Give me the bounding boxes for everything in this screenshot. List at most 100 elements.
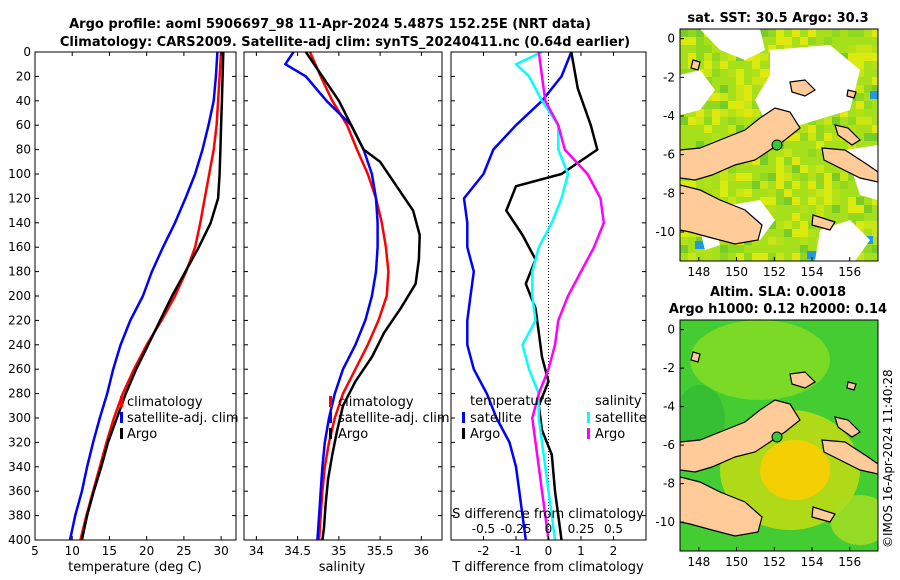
sst-cell	[776, 149, 784, 157]
sst-cell	[760, 253, 768, 261]
argo-float-location	[771, 139, 783, 151]
y-tick-label: 200	[8, 289, 31, 303]
sst-cell	[824, 197, 832, 205]
sst-cell	[808, 229, 816, 237]
sst-cell	[704, 61, 712, 69]
sst-cell	[784, 157, 792, 165]
sst-cell	[712, 117, 720, 125]
sst-cell	[824, 181, 832, 189]
sst-cell	[872, 77, 878, 85]
sst-cell	[736, 125, 744, 133]
map-x-tick-label: 148	[687, 265, 710, 279]
y-tick-label: 220	[8, 313, 31, 327]
sst-cell	[768, 237, 776, 245]
temperature-axes-frame	[34, 51, 237, 541]
sst-cell	[800, 229, 808, 237]
sst-cell	[736, 101, 744, 109]
sst-cell	[856, 53, 864, 61]
land-mass	[680, 399, 801, 473]
sst-cell	[760, 157, 768, 165]
sst-cell	[752, 181, 760, 189]
sst-cell	[776, 157, 784, 165]
sst-cell	[736, 85, 744, 93]
map-x-tick-label: 156	[838, 265, 861, 279]
sst-cell	[712, 69, 720, 77]
legend-label-salinity-argo: Argo	[595, 427, 625, 442]
sst-cell	[728, 173, 736, 181]
sst-cell	[824, 117, 832, 125]
sst-cold-cell	[695, 241, 705, 249]
sst-cell	[688, 253, 696, 261]
sst-cell	[736, 173, 744, 181]
map-y-tick-label: -6	[663, 148, 675, 162]
sst-cell	[792, 213, 800, 221]
map-y-tick-label: -8	[663, 477, 675, 491]
map-x-tick-label: 150	[725, 265, 748, 279]
salinity-legend: climatology satellite-adj. clim Argo	[329, 395, 450, 442]
sst-cell	[760, 181, 768, 189]
y-tick-label: 60	[16, 118, 31, 132]
x-tick-label: 10	[65, 544, 80, 558]
sst-cell	[768, 173, 776, 181]
sst-cell	[704, 253, 712, 261]
sst-cell	[760, 29, 768, 37]
sst-cell	[864, 29, 872, 37]
x-tick-label: 2	[610, 544, 618, 558]
legend-label-temperature-argo: Argo	[470, 427, 500, 442]
sst-cell	[736, 93, 744, 101]
sst-cell	[808, 189, 816, 197]
sst-cell	[728, 101, 736, 109]
map-y-tick-label: -2	[663, 361, 675, 375]
sst-cell	[800, 173, 808, 181]
sst-cell	[696, 53, 704, 61]
sst-cell	[744, 173, 752, 181]
legend-marker-salinity-satellite	[587, 412, 590, 423]
sst-cell	[704, 125, 712, 133]
sst-cell	[856, 101, 864, 109]
sst-cell	[752, 253, 760, 261]
sla-land	[680, 351, 878, 537]
sst-cell	[856, 45, 864, 53]
sst-cell	[720, 181, 728, 189]
x-tick-label: 5	[31, 544, 39, 558]
land-mass	[821, 147, 878, 183]
sst-cell	[720, 253, 728, 261]
sst-cell	[704, 117, 712, 125]
sst-cell	[760, 173, 768, 181]
sst-cell	[784, 197, 792, 205]
y-tick-label: 360	[8, 484, 31, 498]
map-x-tick-label: 150	[725, 555, 748, 569]
sst-cell	[712, 109, 720, 117]
sst-cell	[800, 237, 808, 245]
sst-cold-cell	[807, 251, 817, 259]
legend-heading-temperature: temperature	[470, 394, 552, 409]
legend-heading-salinity: salinity	[595, 394, 642, 409]
y-tick-label: 240	[8, 338, 31, 352]
legend-label-argo: Argo	[338, 427, 368, 442]
sst-cell	[728, 197, 736, 205]
sst-cell	[872, 53, 878, 61]
y-tick-label: 160	[8, 240, 31, 254]
sst-cell	[744, 189, 752, 197]
sst-cell	[792, 253, 800, 261]
series-line-climatology	[308, 52, 390, 540]
sst-cell	[720, 61, 728, 69]
sst-cell	[864, 133, 872, 141]
sla-blob	[830, 495, 878, 545]
sst-cell	[704, 53, 712, 61]
sst-cell	[816, 133, 824, 141]
sst-cell	[872, 133, 878, 141]
sst-cell	[720, 101, 728, 109]
legend-marker-satellite	[120, 412, 123, 423]
map-x-tick-label: 154	[801, 265, 824, 279]
x-tick-label: 1	[577, 544, 585, 558]
land-mass	[846, 381, 857, 391]
sst-cell	[680, 181, 688, 189]
sst-cell	[816, 125, 824, 133]
sst-cell	[776, 189, 784, 197]
sst-cell	[744, 85, 752, 93]
difference-xlabel-temperature: T difference from climatology	[451, 560, 644, 575]
sst-cell	[720, 109, 728, 117]
sst-cell	[848, 117, 856, 125]
land-mass	[680, 184, 763, 245]
